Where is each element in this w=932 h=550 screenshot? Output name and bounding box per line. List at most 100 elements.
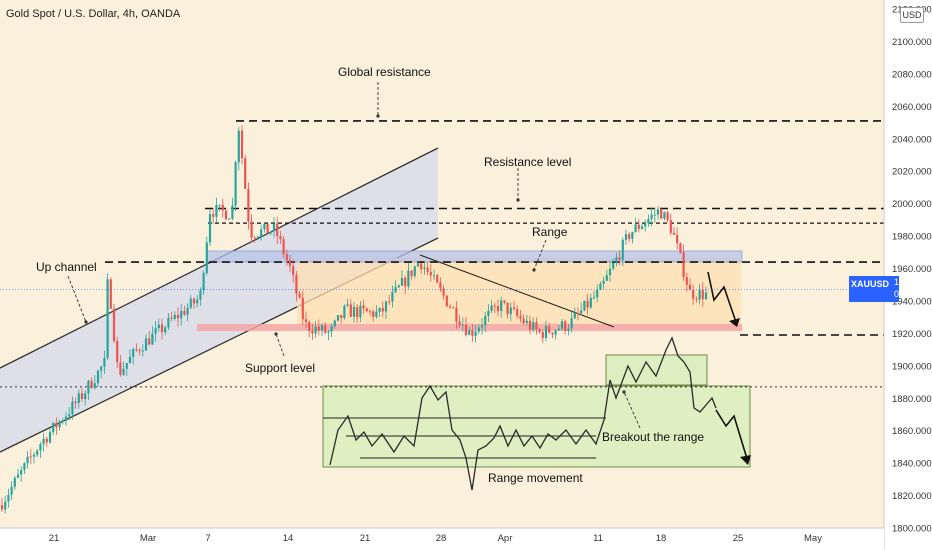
candle-body bbox=[615, 257, 618, 263]
candle-body bbox=[656, 209, 660, 215]
candle-body bbox=[7, 494, 10, 502]
candle-body bbox=[413, 266, 416, 277]
candle-body bbox=[87, 380, 90, 394]
up-channel-pointer-tip bbox=[84, 320, 88, 324]
candle-body bbox=[397, 285, 400, 288]
price-tag-symbol: XAUUSD bbox=[851, 279, 890, 289]
y-tick-label: 1820.000 bbox=[892, 491, 932, 502]
y-tick-label: 1800.000 bbox=[892, 524, 932, 535]
x-tick-label: 7 bbox=[205, 533, 210, 544]
breakout-pointer-tip bbox=[622, 390, 626, 394]
candle-body bbox=[384, 301, 388, 312]
candle-body bbox=[10, 486, 13, 495]
x-tick-label: 25 bbox=[733, 533, 744, 544]
candle-body bbox=[132, 349, 135, 357]
candle-body bbox=[183, 311, 186, 315]
candle-body bbox=[164, 327, 167, 333]
candle-body bbox=[663, 212, 666, 219]
candle-body bbox=[388, 301, 391, 303]
candle-body bbox=[202, 273, 205, 291]
candle-body bbox=[100, 366, 103, 371]
candle-body bbox=[381, 307, 384, 312]
up-channel-pointer bbox=[67, 275, 87, 323]
candle-body bbox=[151, 333, 154, 345]
candle-body bbox=[308, 322, 311, 331]
candle-body bbox=[576, 313, 580, 315]
candle-body bbox=[372, 311, 375, 317]
x-tick-label: 14 bbox=[283, 533, 294, 544]
resistance-level-pointer-tip bbox=[516, 198, 520, 202]
candle-body bbox=[36, 450, 39, 455]
candle-body bbox=[701, 289, 704, 299]
candle-body bbox=[589, 297, 592, 308]
x-tick-label: 21 bbox=[49, 533, 60, 544]
candle-body bbox=[500, 300, 503, 312]
candle-body bbox=[320, 325, 324, 331]
candle-body bbox=[256, 236, 260, 238]
y-tick-label: 1960.000 bbox=[892, 264, 932, 275]
y-tick-label: 1860.000 bbox=[892, 426, 932, 437]
candle-body bbox=[29, 456, 32, 458]
y-tick-label: 2000.000 bbox=[892, 199, 932, 210]
candle-body bbox=[471, 330, 474, 336]
y-tick-label: 1880.000 bbox=[892, 394, 932, 405]
candle-body bbox=[487, 310, 490, 316]
x-tick-label: 18 bbox=[656, 533, 667, 544]
range-movement-box bbox=[322, 385, 751, 468]
candle-body bbox=[224, 210, 228, 220]
candle-body bbox=[295, 274, 298, 294]
range-movement-path bbox=[329, 336, 717, 491]
candle-body bbox=[285, 254, 288, 261]
candle-body bbox=[330, 326, 333, 332]
candle-body bbox=[365, 308, 368, 312]
range-pointer bbox=[533, 239, 547, 271]
candle-body bbox=[148, 338, 151, 345]
candle-body bbox=[621, 239, 624, 261]
candle-body bbox=[647, 218, 650, 224]
candle-body bbox=[141, 350, 144, 352]
illustration-arrowhead bbox=[740, 455, 751, 465]
candle-body bbox=[602, 280, 605, 284]
candle-body bbox=[672, 232, 676, 235]
candle-body bbox=[327, 331, 330, 333]
candle-body bbox=[560, 321, 564, 329]
annotation-label-5: Breakout the range bbox=[602, 430, 704, 444]
candle-body bbox=[448, 306, 452, 308]
annotation-label-3: Up channel bbox=[36, 260, 97, 274]
candle-body bbox=[154, 328, 157, 334]
candle-body bbox=[196, 299, 199, 304]
candle-body bbox=[522, 318, 525, 324]
projection-arrowhead bbox=[729, 318, 740, 327]
candle-body bbox=[144, 338, 148, 351]
candle-body bbox=[509, 307, 512, 315]
candle-body bbox=[461, 324, 464, 326]
candle-body bbox=[173, 314, 176, 319]
candle-body bbox=[93, 383, 96, 388]
candle-body bbox=[324, 325, 327, 333]
candle-body bbox=[669, 220, 672, 233]
y-tick-label: 2020.000 bbox=[892, 167, 932, 178]
candle-body bbox=[352, 306, 356, 317]
candle-body bbox=[420, 263, 423, 269]
y-tick-label: 2100.000 bbox=[892, 37, 932, 48]
candle-body bbox=[109, 279, 112, 309]
candle-body bbox=[356, 306, 359, 318]
candle-body bbox=[535, 322, 538, 330]
candle-body bbox=[682, 252, 685, 278]
candle-body bbox=[48, 432, 52, 443]
time-axis-background bbox=[0, 528, 884, 550]
candle-body bbox=[586, 300, 589, 308]
candle-body bbox=[362, 305, 365, 309]
price-axis-background bbox=[884, 0, 932, 550]
candle-body bbox=[416, 263, 420, 267]
candle-body bbox=[464, 324, 468, 335]
x-tick-label: 11 bbox=[593, 533, 603, 544]
candle-body bbox=[634, 224, 637, 232]
candle-body bbox=[346, 304, 349, 306]
candle-body bbox=[61, 420, 64, 422]
currency-button[interactable]: USD bbox=[900, 7, 924, 23]
candle-body bbox=[160, 324, 164, 333]
candle-body bbox=[349, 304, 352, 317]
y-tick-label: 1920.000 bbox=[892, 329, 932, 340]
